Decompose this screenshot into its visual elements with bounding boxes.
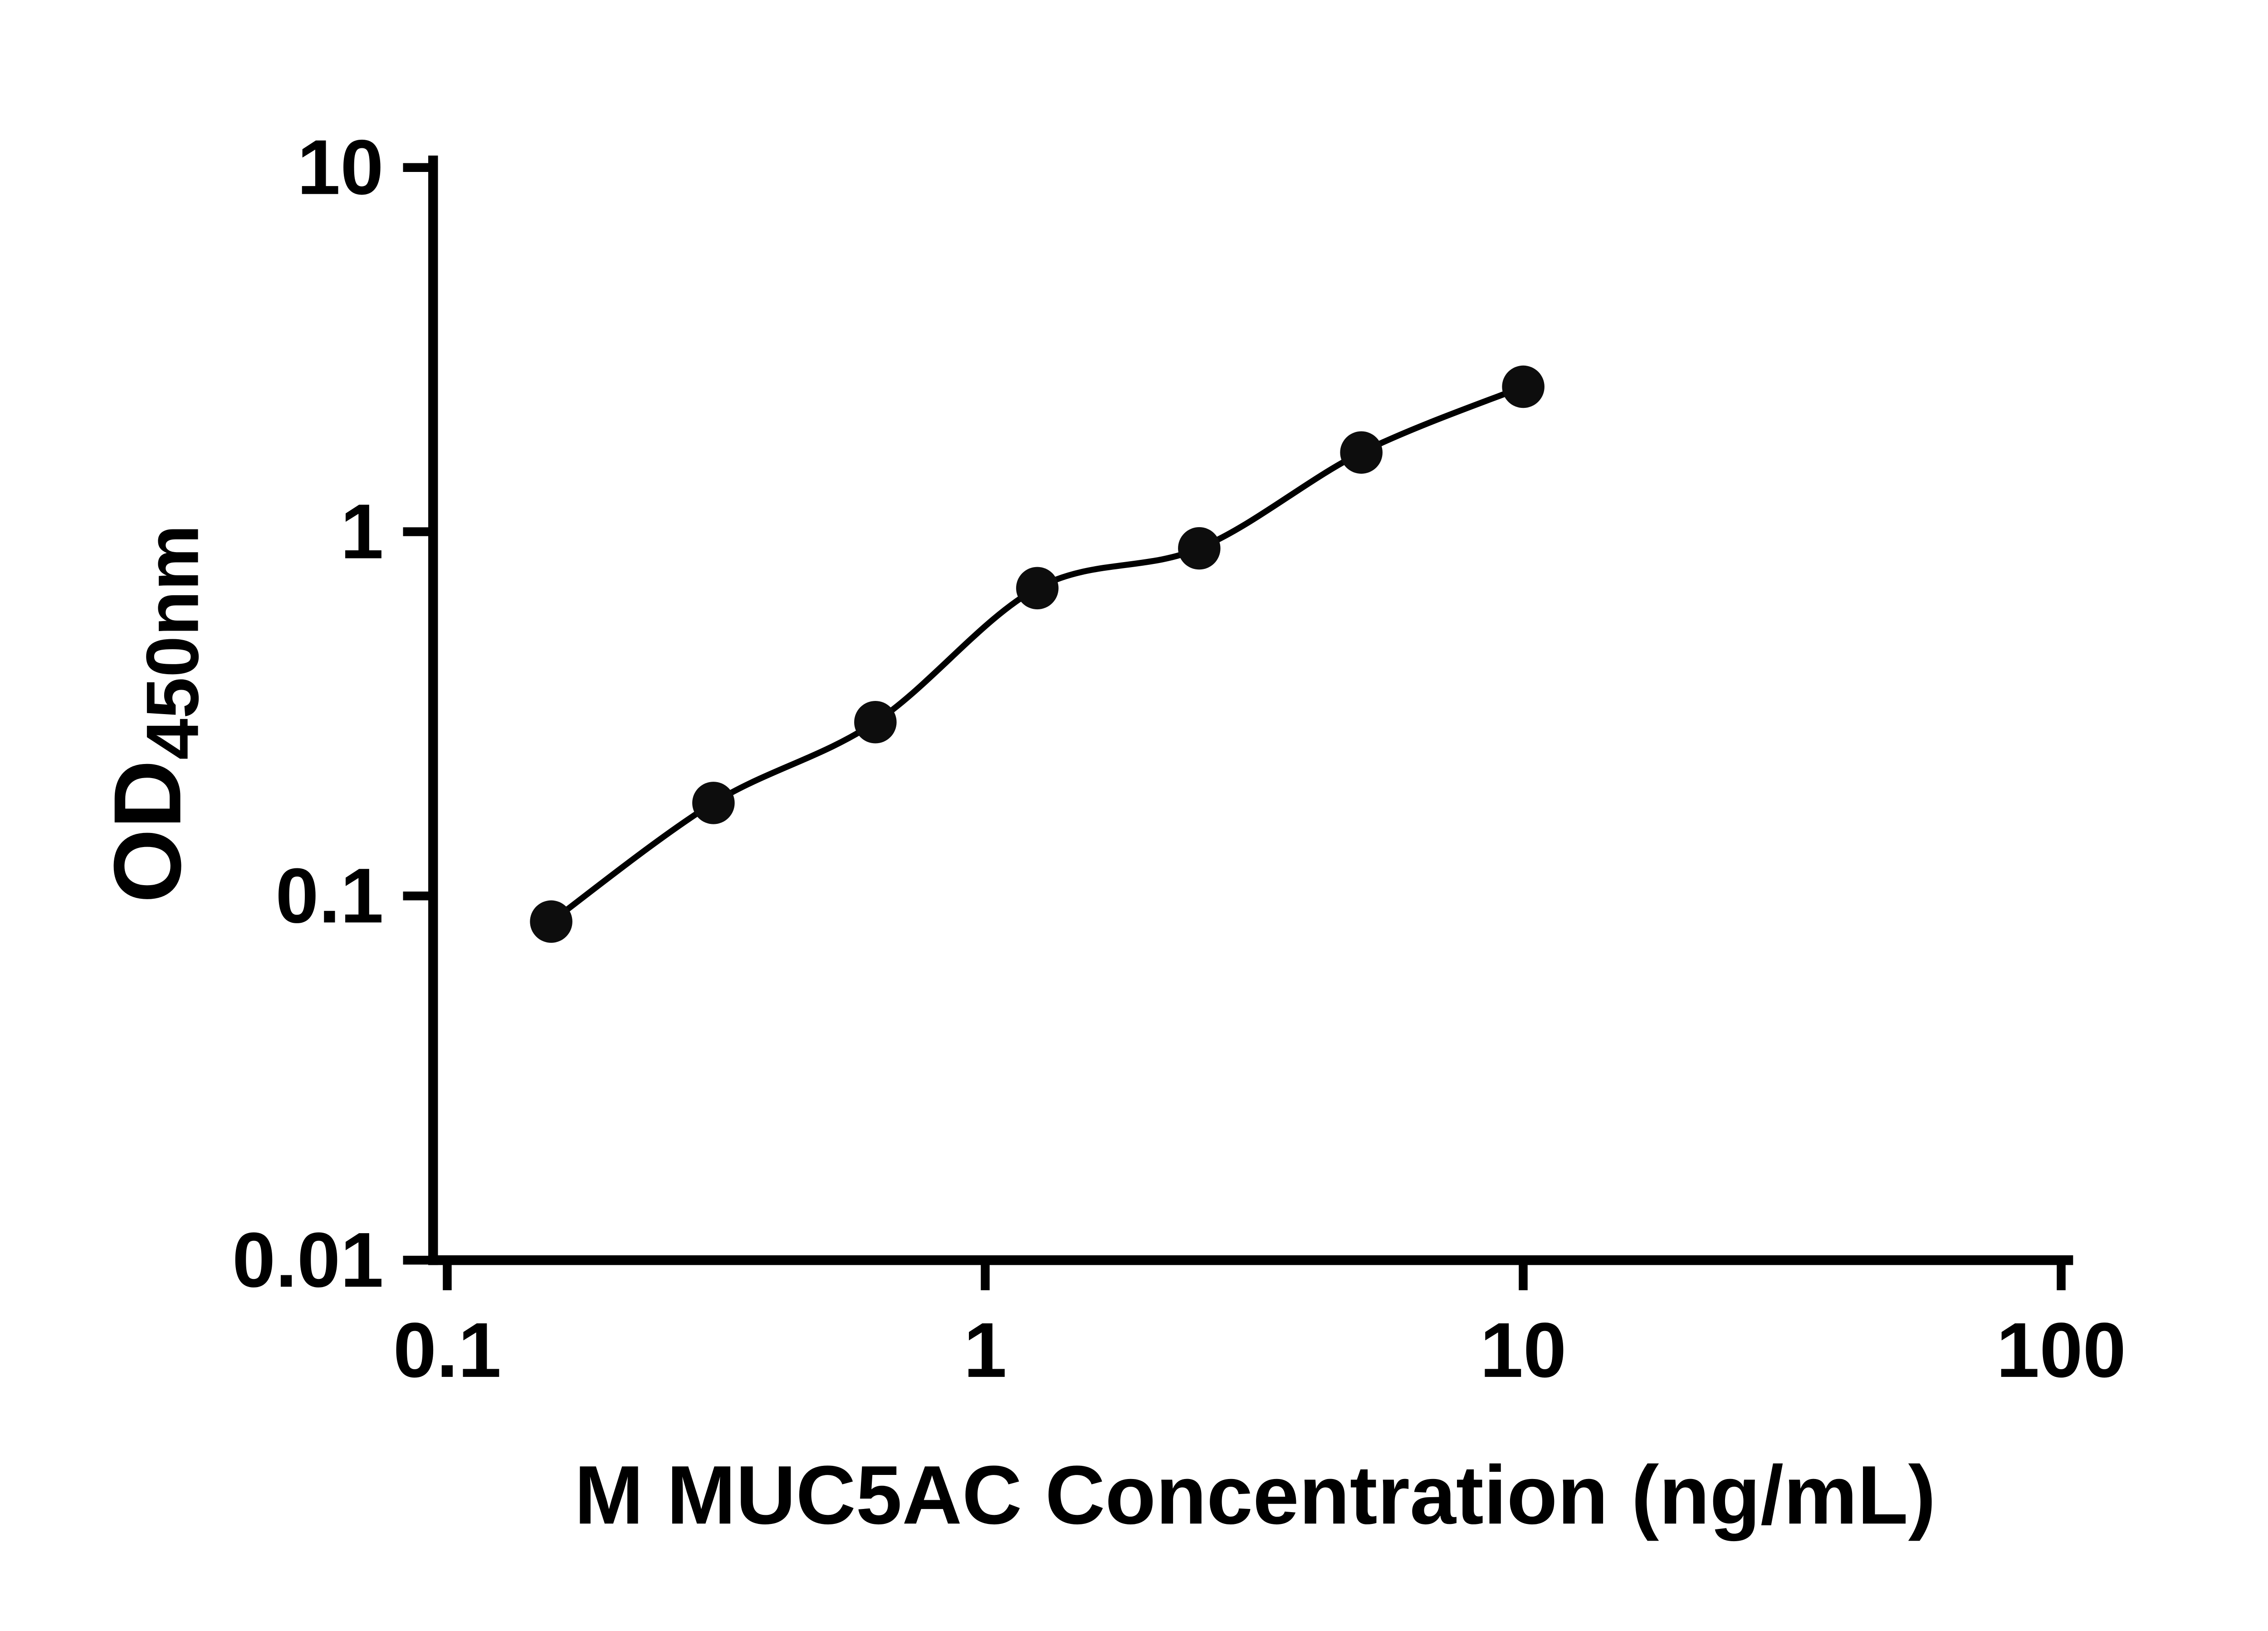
y-axis-title: OD450nm (94, 524, 214, 903)
fit-curve (549, 384, 1525, 924)
y-axis-tick-label: 10 (297, 124, 384, 211)
data-point (1340, 431, 1383, 474)
x-axis-tick-label: 0.1 (393, 1307, 501, 1394)
data-point (530, 900, 572, 943)
x-axis-tick-label: 100 (1996, 1307, 2126, 1394)
x-axis-title: M MUC5AC Concentration (ng/mL) (574, 1448, 1936, 1541)
y-axis-tick-label: 0.1 (275, 852, 383, 939)
y-axis-tick-label: 0.01 (232, 1217, 384, 1303)
y-axis-title-main: OD (94, 760, 201, 903)
data-point (1016, 567, 1059, 610)
x-axis-tick-label: 10 (1480, 1307, 1567, 1394)
data-point (854, 700, 897, 744)
data-point (692, 782, 735, 824)
x-axis-tick-label: 1 (963, 1307, 1007, 1394)
data-point (1178, 527, 1221, 570)
y-axis-title-subscript: 450nm (131, 524, 214, 760)
y-axis-tick-label: 1 (340, 488, 383, 575)
data-point (1502, 365, 1545, 408)
